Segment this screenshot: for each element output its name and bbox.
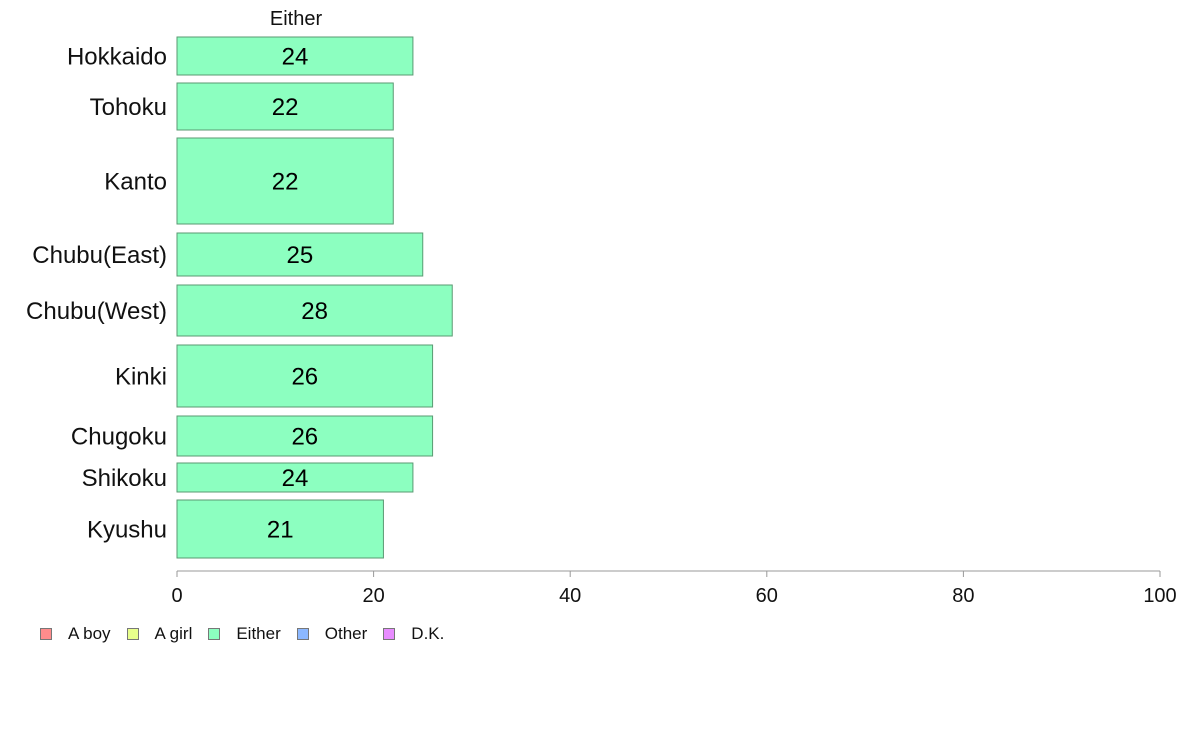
legend-swatch: [296, 628, 309, 640]
legend-label: D.K.: [411, 624, 445, 643]
bar-kanto: [176, 137, 394, 225]
value-label: 26: [291, 423, 318, 450]
x-tick-label: 100: [1143, 585, 1176, 607]
bars-group: Hokkaido 24 Tohoku 22 Kanto 22 Chubu(East) 25 Ch…: [26, 36, 453, 559]
legend-label: A girl: [154, 624, 193, 643]
value-label: 26: [291, 363, 318, 390]
value-label: 22: [272, 168, 299, 195]
x-tick-label: 20: [362, 585, 384, 607]
bar-tohoku: [176, 82, 394, 131]
legend-item: A girl: [126, 624, 193, 644]
category-label: Chubu(East): [32, 242, 167, 269]
legend-label: Other: [324, 624, 368, 643]
category-label: Kyushu: [87, 516, 167, 543]
bar-chugoku: [176, 415, 434, 457]
legend-item: Other: [296, 624, 368, 644]
value-label: 25: [287, 242, 314, 269]
bar-kinki: [176, 344, 434, 408]
bar-chubu-west: [176, 284, 453, 337]
legend-item: Either: [208, 624, 281, 644]
value-label: 24: [282, 43, 309, 70]
legend-label: A boy: [68, 624, 111, 643]
legend: A boy A girl Either Other D.K.: [40, 624, 460, 644]
x-tick-label: 0: [171, 585, 182, 607]
category-label: Chubu(West): [26, 298, 167, 325]
value-label: 28: [301, 298, 328, 325]
x-tick-label: 60: [756, 585, 778, 607]
x-tick-label: 40: [559, 585, 581, 607]
category-label: Chugoku: [71, 423, 167, 450]
legend-swatch: [40, 628, 52, 640]
bar-chubu-east: [176, 232, 424, 277]
legend-swatch: [126, 628, 139, 640]
series-title: Either: [270, 8, 323, 30]
x-tick-label: 80: [952, 585, 974, 607]
category-label: Tohoku: [90, 94, 167, 121]
x-axis: 0 20 40 60 80 100: [171, 570, 1177, 607]
bar-shikoku: [176, 462, 414, 493]
value-label: 21: [267, 516, 294, 543]
value-label: 22: [272, 94, 299, 121]
legend-label: Either: [236, 624, 281, 643]
category-label: Shikoku: [82, 465, 167, 492]
legend-swatch: [383, 628, 396, 640]
legend-item: D.K.: [383, 624, 444, 644]
category-label: Kinki: [115, 363, 167, 390]
category-label: Hokkaido: [67, 43, 167, 70]
category-label: Kanto: [104, 168, 167, 195]
bar-kyushu: [176, 499, 384, 559]
bar-hokkaido: [176, 36, 414, 76]
legend-swatch: [208, 628, 221, 640]
legend-item: A boy: [40, 624, 111, 644]
value-label: 24: [282, 465, 309, 492]
